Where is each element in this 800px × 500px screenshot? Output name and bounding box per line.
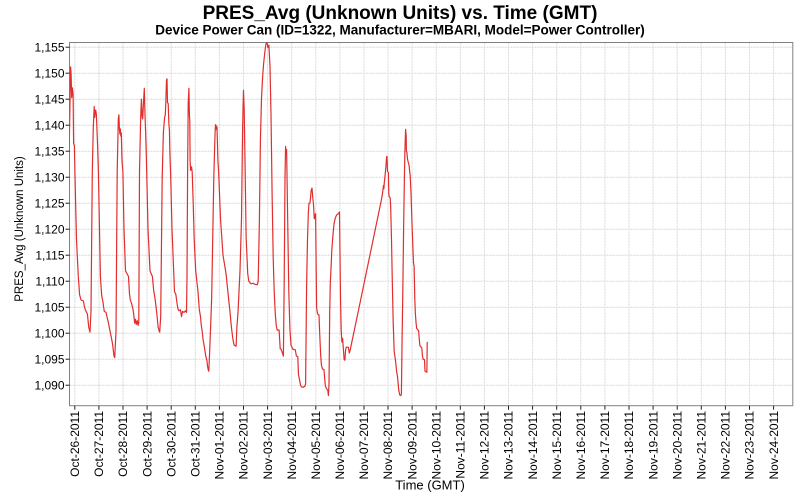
svg-text:Nov-04-2011: Nov-04-2011 xyxy=(285,411,299,480)
svg-text:Nov-03-2011: Nov-03-2011 xyxy=(261,411,275,480)
svg-text:Nov-06-2011: Nov-06-2011 xyxy=(333,411,347,480)
svg-text:PRES_Avg (Unknown Units) vs. T: PRES_Avg (Unknown Units) vs. Time (GMT) xyxy=(203,3,598,24)
svg-text:Nov-15-2011: Nov-15-2011 xyxy=(550,411,564,480)
svg-text:Nov-05-2011: Nov-05-2011 xyxy=(309,411,323,480)
svg-text:Nov-22-2011: Nov-22-2011 xyxy=(719,411,733,480)
svg-text:Nov-13-2011: Nov-13-2011 xyxy=(502,411,516,480)
svg-text:1,130: 1,130 xyxy=(34,171,64,185)
svg-text:Nov-02-2011: Nov-02-2011 xyxy=(237,411,251,480)
svg-text:Nov-17-2011: Nov-17-2011 xyxy=(598,411,612,480)
svg-text:1,155: 1,155 xyxy=(34,41,64,55)
svg-text:Nov-18-2011: Nov-18-2011 xyxy=(622,411,636,480)
svg-text:1,110: 1,110 xyxy=(35,275,64,289)
svg-text:Device Power Can (ID=1322, Man: Device Power Can (ID=1322, Manufacturer=… xyxy=(155,23,645,38)
svg-text:Nov-14-2011: Nov-14-2011 xyxy=(526,411,540,480)
svg-text:Oct-27-2011: Oct-27-2011 xyxy=(92,411,106,477)
svg-text:1,145: 1,145 xyxy=(34,93,64,107)
svg-text:Nov-16-2011: Nov-16-2011 xyxy=(574,411,588,480)
svg-text:Oct-30-2011: Oct-30-2011 xyxy=(164,411,178,477)
svg-text:Nov-19-2011: Nov-19-2011 xyxy=(646,411,660,480)
svg-text:Oct-29-2011: Oct-29-2011 xyxy=(140,411,154,477)
svg-text:1,120: 1,120 xyxy=(34,223,64,237)
svg-text:Nov-24-2011: Nov-24-2011 xyxy=(767,411,781,480)
svg-text:Time (GMT): Time (GMT) xyxy=(395,478,465,493)
svg-text:Nov-09-2011: Nov-09-2011 xyxy=(405,411,419,480)
svg-text:Oct-31-2011: Oct-31-2011 xyxy=(189,411,203,477)
svg-text:1,135: 1,135 xyxy=(34,145,64,159)
svg-text:1,100: 1,100 xyxy=(34,327,64,341)
svg-text:PRES_Avg (Unknown Units): PRES_Avg (Unknown Units) xyxy=(14,156,26,302)
svg-text:Nov-01-2011: Nov-01-2011 xyxy=(213,411,227,480)
svg-text:Nov-20-2011: Nov-20-2011 xyxy=(670,411,684,480)
svg-text:1,125: 1,125 xyxy=(34,197,64,211)
svg-text:Oct-26-2011: Oct-26-2011 xyxy=(68,411,82,477)
svg-text:1,140: 1,140 xyxy=(34,119,64,133)
svg-text:1,090: 1,090 xyxy=(34,379,64,393)
svg-text:1,150: 1,150 xyxy=(34,67,64,81)
svg-text:Nov-21-2011: Nov-21-2011 xyxy=(695,411,709,480)
svg-text:1,095: 1,095 xyxy=(34,353,64,367)
svg-text:Oct-28-2011: Oct-28-2011 xyxy=(116,411,130,477)
svg-text:Nov-07-2011: Nov-07-2011 xyxy=(357,411,371,480)
svg-text:Nov-08-2011: Nov-08-2011 xyxy=(381,411,395,480)
svg-text:1,115: 1,115 xyxy=(35,249,64,263)
svg-text:Nov-23-2011: Nov-23-2011 xyxy=(743,411,757,480)
svg-text:Nov-12-2011: Nov-12-2011 xyxy=(478,411,492,480)
svg-text:Nov-10-2011: Nov-10-2011 xyxy=(429,411,443,480)
svg-text:Nov-11-2011: Nov-11-2011 xyxy=(454,411,468,479)
svg-text:1,105: 1,105 xyxy=(34,301,64,315)
